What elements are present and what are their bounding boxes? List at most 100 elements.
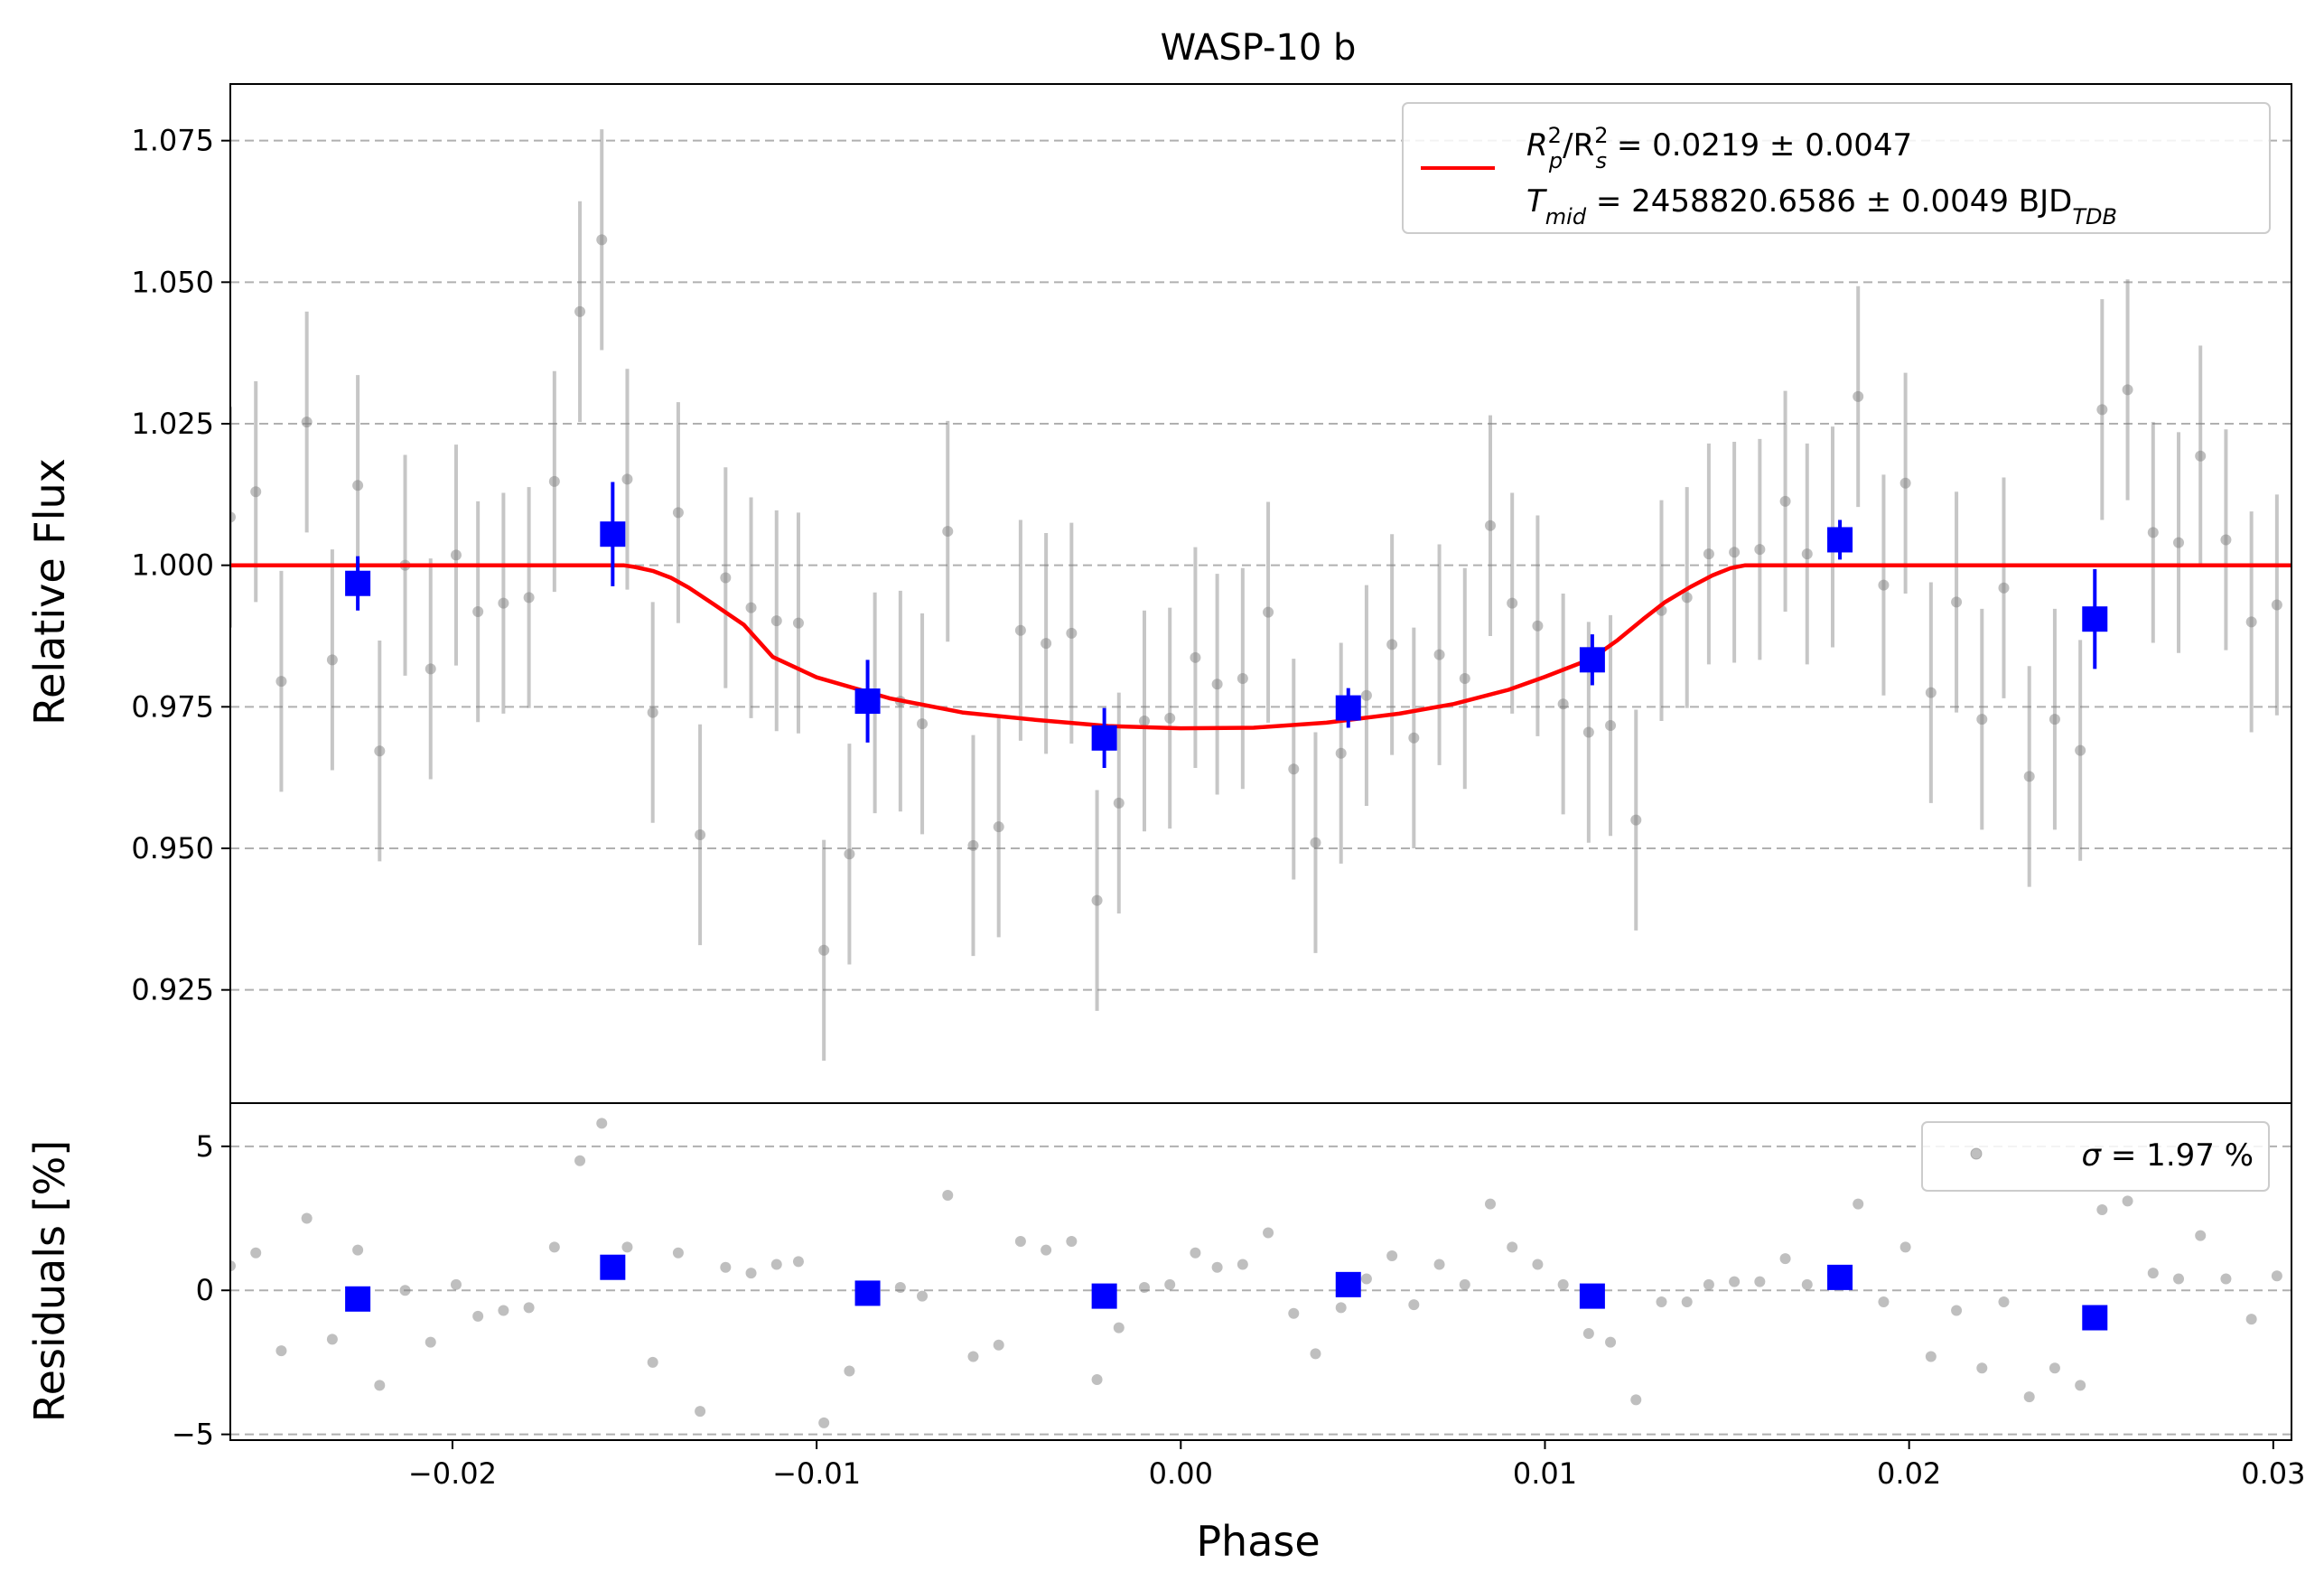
residual-point xyxy=(917,1290,929,1302)
residual-point xyxy=(2245,1314,2257,1325)
raw-point xyxy=(596,234,608,246)
y-tick-label-main: 0.975 xyxy=(131,689,214,724)
binned-point xyxy=(345,570,371,596)
raw-point xyxy=(1703,548,1714,560)
legend-tmid-text: Tmid = 2458820.6586 ± 0.0049 BJDTDB xyxy=(1526,183,2117,229)
residual-point xyxy=(1976,1362,1988,1374)
residual-point xyxy=(2147,1268,2159,1279)
raw-point xyxy=(1729,547,1741,558)
residual-point xyxy=(352,1244,364,1256)
raw-point xyxy=(695,828,706,840)
raw-point xyxy=(1925,687,1937,698)
y-tick-label-main: 0.950 xyxy=(131,831,214,866)
raw-point xyxy=(1066,627,1078,639)
y-tick-label-residuals: −5 xyxy=(172,1418,214,1452)
raw-point xyxy=(993,821,1004,833)
binned-point xyxy=(1335,695,1361,721)
residual-point xyxy=(472,1310,484,1322)
y-axis-label-residuals: Residuals [%] xyxy=(25,1140,74,1422)
raw-point xyxy=(1951,596,1963,608)
raw-point xyxy=(2220,534,2232,546)
residual-point xyxy=(1164,1278,1176,1290)
residual-point xyxy=(275,1345,287,1357)
raw-point xyxy=(2075,744,2086,756)
residual-point xyxy=(1041,1244,1052,1256)
raw-point xyxy=(498,597,509,609)
residual-point xyxy=(1386,1249,1398,1261)
residual-point xyxy=(2220,1273,2232,1285)
raw-point xyxy=(472,606,484,618)
residual-point xyxy=(647,1356,658,1368)
raw-point xyxy=(1605,720,1617,732)
raw-point xyxy=(374,745,386,757)
raw-point xyxy=(770,615,782,627)
x-tick-label: 0.03 xyxy=(2241,1456,2305,1491)
y-tick-label-main: 0.925 xyxy=(131,973,214,1007)
raw-point xyxy=(1408,732,1420,744)
binned-point xyxy=(854,688,881,715)
x-tick-label: 0.02 xyxy=(1877,1456,1941,1491)
raw-point xyxy=(917,718,929,730)
residual-point xyxy=(1459,1278,1470,1290)
residual-point xyxy=(695,1406,706,1418)
model-curve xyxy=(230,563,2291,731)
raw-point xyxy=(1164,712,1176,724)
residual-point xyxy=(596,1118,608,1129)
residual-point xyxy=(1113,1322,1125,1334)
raw-point xyxy=(1138,716,1150,726)
residual-point xyxy=(2049,1362,2060,1374)
legend-main-box xyxy=(1402,102,2271,234)
residual-point xyxy=(450,1278,462,1290)
residual-point xyxy=(844,1365,855,1377)
raw-point xyxy=(2096,404,2108,416)
x-tick-label: −0.02 xyxy=(408,1456,497,1491)
residual-point xyxy=(1237,1259,1248,1270)
raw-point xyxy=(2173,537,2185,548)
raw-point xyxy=(1532,620,1544,632)
raw-point xyxy=(1237,673,1248,684)
residual-point xyxy=(1408,1299,1420,1311)
raw-point xyxy=(1582,726,1594,738)
y-axis-label-main: Relative Flux xyxy=(25,458,74,725)
residual-point xyxy=(621,1241,633,1253)
raw-point xyxy=(1433,649,1445,660)
raw-point xyxy=(250,486,262,498)
raw-point xyxy=(2122,384,2133,396)
raw-point xyxy=(745,602,757,613)
residual-point xyxy=(230,1260,236,1272)
residual-point xyxy=(2096,1203,2108,1215)
raw-point xyxy=(1853,390,1864,402)
binned-point xyxy=(2082,606,2108,632)
raw-point xyxy=(1754,544,1766,556)
raw-point xyxy=(1310,837,1321,848)
raw-point xyxy=(1211,679,1223,690)
residual-point xyxy=(2173,1273,2185,1285)
raw-point xyxy=(621,473,633,485)
residual-point xyxy=(1899,1241,1911,1253)
raw-point xyxy=(450,549,462,561)
raw-point xyxy=(1557,698,1569,710)
residual-point xyxy=(2075,1380,2086,1391)
y-tick-label-main: 1.050 xyxy=(131,265,214,299)
raw-point xyxy=(1681,592,1693,604)
raw-point xyxy=(275,676,287,688)
binned-point xyxy=(600,521,626,547)
raw-point xyxy=(647,707,658,718)
residual-point xyxy=(425,1336,436,1348)
residual-point xyxy=(894,1282,906,1294)
main-data-layer xyxy=(230,129,2291,1061)
raw-point xyxy=(1630,814,1642,826)
raw-point xyxy=(1288,763,1300,775)
main-panel: 0.925 0.950 0.975 1.000 1.025 1.050 1.075 xyxy=(131,83,2292,1104)
residual-point xyxy=(1630,1394,1642,1406)
residual-point xyxy=(1066,1236,1078,1248)
residual-point xyxy=(993,1339,1004,1351)
residual-point xyxy=(1703,1278,1714,1290)
residual-point xyxy=(1801,1278,1813,1290)
y-tick-label-residuals: 0 xyxy=(196,1273,214,1307)
raw-point xyxy=(425,663,436,675)
binned-point xyxy=(1827,527,1853,553)
raw-point xyxy=(792,617,804,629)
binned-residual-point xyxy=(345,1286,371,1312)
legend-sigma-text: σ = 1.97 % xyxy=(2082,1137,2254,1174)
